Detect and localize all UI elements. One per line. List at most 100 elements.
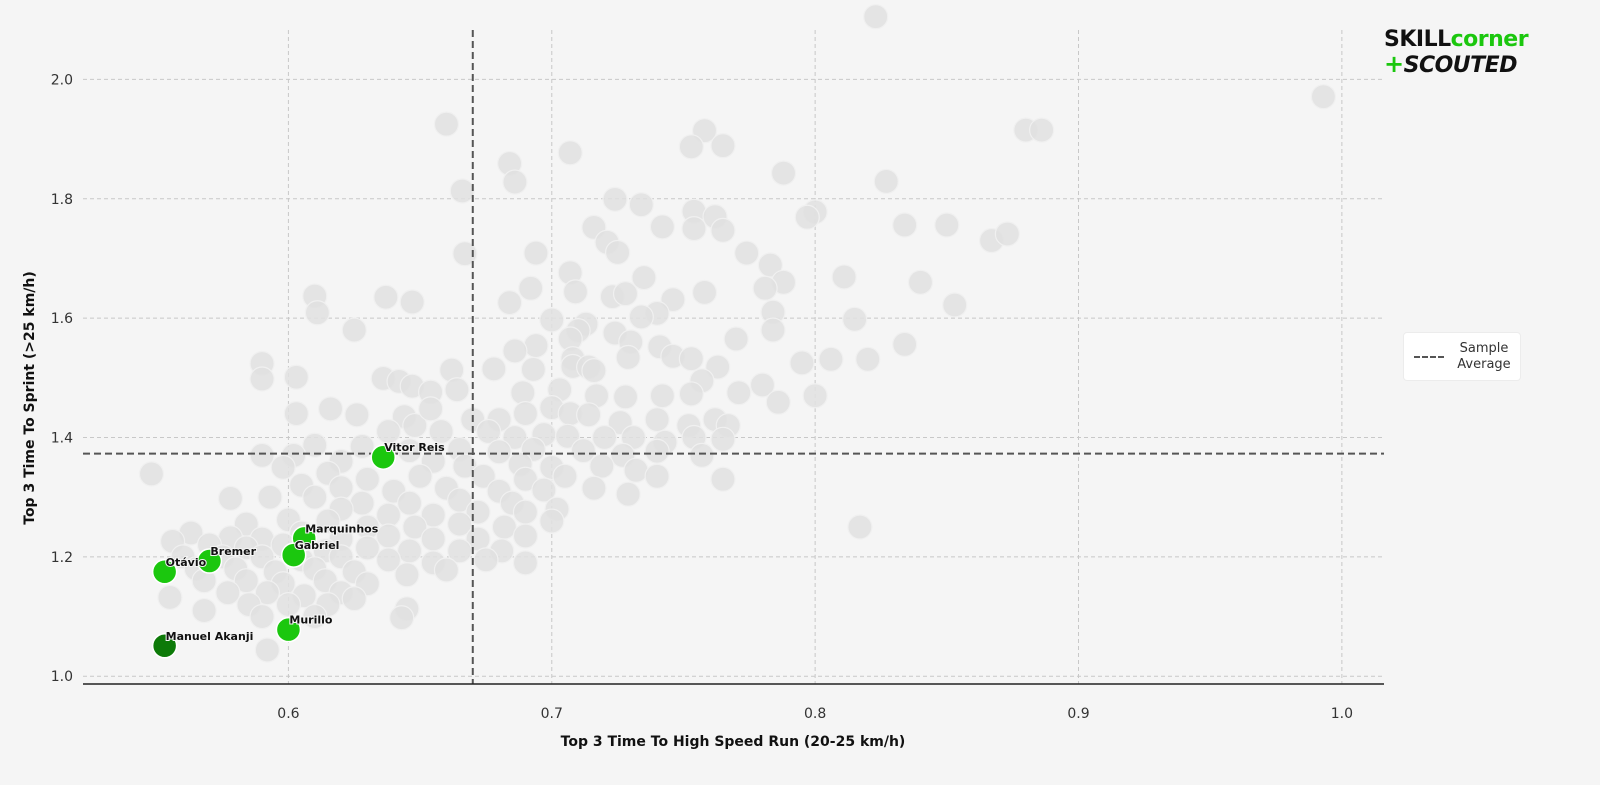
sample-point xyxy=(562,279,589,305)
sample-point xyxy=(581,475,607,501)
sample-point xyxy=(892,212,918,238)
sample-point xyxy=(304,300,330,326)
sample-point xyxy=(518,275,544,301)
sample-point xyxy=(539,508,565,534)
grid-layer xyxy=(83,30,1384,684)
sample-point xyxy=(481,356,507,382)
x-tick-label: 0.6 xyxy=(277,706,299,722)
sample-point xyxy=(217,485,244,511)
sample-point xyxy=(678,346,704,372)
sample-point xyxy=(994,221,1020,247)
sample-point xyxy=(770,160,797,186)
sample-point xyxy=(612,384,639,410)
sample-point xyxy=(510,380,536,406)
sample-point xyxy=(249,366,275,392)
sample-point xyxy=(354,466,381,492)
sample-point xyxy=(649,383,675,409)
sample-point xyxy=(157,584,183,611)
sample-point xyxy=(734,240,760,266)
x-tick-label: 0.8 xyxy=(804,706,826,722)
sample-point xyxy=(447,538,473,564)
sample-point xyxy=(502,169,528,195)
sample-point xyxy=(502,424,528,451)
sample-point xyxy=(615,481,641,507)
legend-label: Sample Average xyxy=(1452,341,1516,373)
sample-point xyxy=(552,463,578,489)
sample-point xyxy=(497,290,523,316)
sample-point xyxy=(589,453,615,479)
sample-point xyxy=(842,306,868,332)
sample-point xyxy=(396,490,423,516)
average-layer xyxy=(83,30,1384,684)
logo-plus-icon: + xyxy=(1384,50,1404,78)
sample-point xyxy=(831,264,857,290)
sample-point xyxy=(349,433,375,460)
sample-point xyxy=(396,438,423,464)
sample-point xyxy=(215,580,241,606)
sample-point xyxy=(644,406,670,433)
sample-point xyxy=(254,637,280,663)
highlighted-point xyxy=(196,548,223,574)
highlighted-point-label: Murillo xyxy=(289,614,333,627)
sample-point xyxy=(749,372,776,398)
sample-point xyxy=(710,217,736,243)
sample-point xyxy=(723,326,749,352)
sample-point xyxy=(354,535,381,561)
sample-point xyxy=(907,269,934,295)
sample-point xyxy=(502,338,528,364)
sample-point xyxy=(612,281,639,307)
sample-point xyxy=(270,454,296,480)
sample-point xyxy=(428,418,454,445)
sample-point xyxy=(249,442,275,469)
points-layer xyxy=(138,4,1337,663)
sample-point xyxy=(710,133,736,159)
sample-point xyxy=(523,240,549,266)
sample-point xyxy=(407,463,433,489)
highlighted-point-label: Bremer xyxy=(210,545,256,558)
x-axis-title: Top 3 Time To High Speed Run (20-25 km/h… xyxy=(561,734,906,750)
sample-point xyxy=(302,603,328,630)
sample-point xyxy=(373,284,399,310)
sample-point xyxy=(863,4,889,30)
sample-point xyxy=(402,514,428,540)
sample-point xyxy=(644,463,670,489)
sample-point xyxy=(678,134,704,160)
highlighted-point-label: Vitor Reis xyxy=(384,441,445,454)
skillcorner-scouted-logo: SKILLcorner +SCOUTED xyxy=(1384,28,1544,78)
sample-point xyxy=(605,239,631,266)
y-tick-label: 2.0 xyxy=(51,72,73,88)
sample-point xyxy=(394,562,420,588)
sample-point xyxy=(1029,117,1055,143)
x-tick-label: 0.9 xyxy=(1067,706,1089,722)
sample-point xyxy=(512,523,539,549)
sample-point xyxy=(726,380,752,406)
sample-point xyxy=(420,526,446,552)
highlighted-point xyxy=(280,542,307,568)
sample-point xyxy=(375,547,402,573)
sample-point xyxy=(531,477,557,503)
legend-dashed-line-icon xyxy=(1414,355,1444,358)
sample-point xyxy=(628,192,654,218)
sample-point xyxy=(760,317,786,343)
sample-point xyxy=(802,383,828,409)
sample-point xyxy=(689,442,715,469)
sample-point xyxy=(257,484,283,510)
sample-point xyxy=(523,332,549,359)
sample-point xyxy=(678,381,704,407)
sample-point xyxy=(328,475,354,501)
logo-corner-text: corner xyxy=(1450,27,1529,52)
sample-point xyxy=(470,463,496,489)
sample-point xyxy=(691,279,718,306)
sample-point xyxy=(396,538,423,564)
sample-point xyxy=(491,514,517,540)
sample-point xyxy=(847,514,873,540)
highlighted-point xyxy=(275,616,302,643)
sample-point xyxy=(349,490,375,516)
sample-point xyxy=(375,523,402,549)
sample-point xyxy=(591,424,618,451)
legend-label-line1: Sample xyxy=(1459,340,1509,356)
sample-point xyxy=(512,401,539,427)
